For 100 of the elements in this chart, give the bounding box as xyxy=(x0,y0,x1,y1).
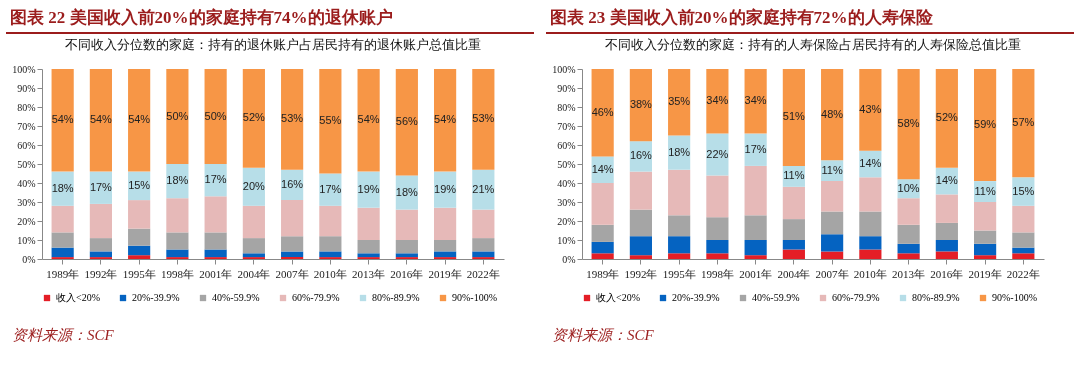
bar xyxy=(472,238,495,252)
data-label: 58% xyxy=(897,117,920,130)
data-label: 15% xyxy=(1012,184,1035,197)
bar xyxy=(128,200,151,229)
bar xyxy=(668,169,691,216)
bar xyxy=(974,230,997,244)
x-tick-label: 2007年 xyxy=(815,267,849,280)
legend-label: 80%-89.9% xyxy=(372,292,420,303)
data-label: 50% xyxy=(204,109,227,122)
data-label: 54% xyxy=(89,113,113,126)
y-tick-label: 70% xyxy=(557,120,576,132)
data-label: 54% xyxy=(434,113,457,126)
y-tick-label: 40% xyxy=(17,177,36,189)
y-tick-label: 30% xyxy=(17,196,36,208)
bar xyxy=(782,240,805,250)
bar xyxy=(395,240,418,254)
bar xyxy=(897,69,920,180)
data-label: 21% xyxy=(472,182,495,195)
bar xyxy=(434,207,457,240)
x-tick-label: 1998年 xyxy=(700,267,734,280)
y-tick-label: 60% xyxy=(17,139,36,151)
bar xyxy=(472,251,495,258)
bar xyxy=(319,236,342,252)
data-label: 54% xyxy=(357,113,380,126)
x-tick-label: 1989年 xyxy=(586,267,620,280)
bar xyxy=(242,253,265,258)
bar xyxy=(395,253,418,258)
x-tick-label: 1992年 xyxy=(624,267,658,280)
bar xyxy=(472,69,495,170)
data-label: 57% xyxy=(1012,116,1035,129)
bar xyxy=(51,69,74,172)
legend-label: 90%-100% xyxy=(992,292,1037,303)
legend-label: 60%-79.9% xyxy=(292,292,340,303)
data-label: 18% xyxy=(166,174,189,187)
bar xyxy=(166,232,189,250)
data-label: 16% xyxy=(629,149,653,162)
bar xyxy=(629,171,652,210)
bar xyxy=(706,253,729,259)
data-label: 14% xyxy=(591,162,614,175)
data-label: 18% xyxy=(51,181,74,194)
bar xyxy=(821,69,844,161)
legend-label: 收入<20% xyxy=(596,292,640,303)
bar xyxy=(319,251,342,258)
bar xyxy=(629,209,652,237)
x-tick-label: 2004年 xyxy=(237,267,271,280)
bar xyxy=(744,215,767,240)
bar xyxy=(434,69,457,172)
x-tick-label: 2001年 xyxy=(199,267,233,280)
bar xyxy=(629,255,652,259)
bar xyxy=(629,69,652,142)
bar xyxy=(897,198,920,225)
bar xyxy=(782,219,805,240)
y-tick-label: 40% xyxy=(557,177,576,189)
y-tick-label: 90% xyxy=(17,82,36,94)
bar xyxy=(204,232,227,250)
bar xyxy=(395,69,418,176)
bar xyxy=(821,234,844,252)
legend-label: 20%-39.9% xyxy=(672,292,720,303)
x-tick-label: 2013年 xyxy=(892,267,926,280)
bar xyxy=(51,232,74,248)
y-tick-label: 0% xyxy=(22,253,36,265)
x-tick-label: 2016年 xyxy=(930,267,964,280)
bar xyxy=(744,69,767,134)
bar xyxy=(974,202,997,231)
bar xyxy=(744,240,767,256)
y-tick-label: 50% xyxy=(557,158,576,170)
data-label: 50% xyxy=(166,109,189,122)
bar xyxy=(859,69,882,151)
x-tick-label: 2010年 xyxy=(313,267,347,280)
bar xyxy=(1012,253,1035,259)
data-label: 20% xyxy=(242,179,266,192)
bar xyxy=(1012,69,1035,178)
x-tick-label: 2019年 xyxy=(428,267,462,280)
bar xyxy=(859,177,882,212)
legend-label: 40%-59.9% xyxy=(752,292,800,303)
data-label: 53% xyxy=(472,112,495,125)
data-label: 11% xyxy=(974,184,996,197)
bar xyxy=(319,205,342,237)
data-label: 11% xyxy=(783,169,805,182)
bar xyxy=(706,217,729,240)
bar xyxy=(859,249,882,259)
bar xyxy=(782,186,805,220)
data-label: 17% xyxy=(744,142,767,155)
y-tick-label: 0% xyxy=(562,253,576,265)
x-tick-label: 2022年 xyxy=(466,267,500,280)
bar xyxy=(974,69,997,182)
y-tick-label: 10% xyxy=(557,234,576,246)
x-tick-label: 1998年 xyxy=(160,267,194,280)
bar xyxy=(357,69,380,172)
data-label: 15% xyxy=(128,178,151,191)
data-label: 34% xyxy=(744,94,767,107)
bar xyxy=(821,251,844,259)
data-label: 35% xyxy=(668,95,691,108)
y-tick-label: 60% xyxy=(557,139,576,151)
y-tick-label: 80% xyxy=(557,101,576,113)
bar xyxy=(782,69,805,166)
bar xyxy=(281,69,304,170)
data-label: 14% xyxy=(935,174,959,187)
bar xyxy=(935,222,958,240)
data-label: 59% xyxy=(974,118,997,131)
